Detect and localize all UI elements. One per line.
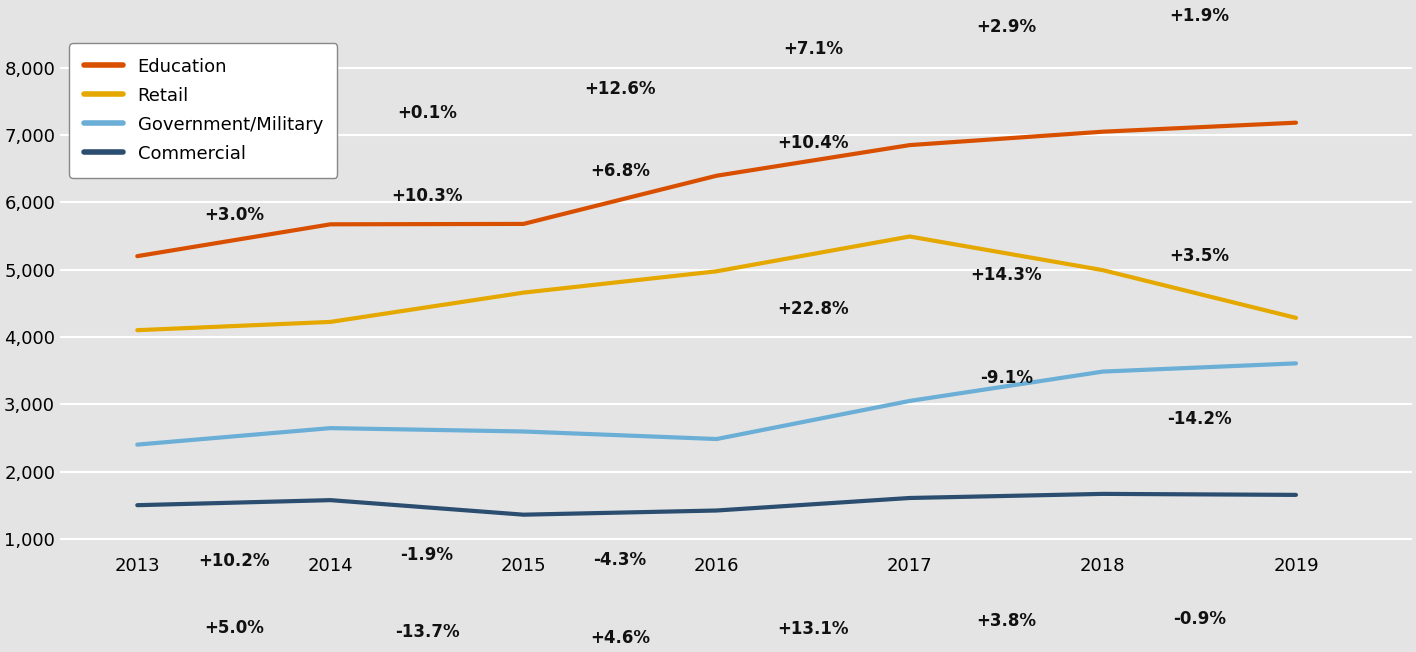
Text: +10.4%: +10.4% bbox=[777, 134, 850, 152]
Text: +10.3%: +10.3% bbox=[391, 187, 463, 205]
Text: -14.2%: -14.2% bbox=[1167, 410, 1232, 428]
Retail bbox=[1287, 314, 1304, 322]
Government/Military bbox=[321, 424, 338, 432]
Commercial bbox=[129, 501, 146, 509]
Text: -0.9%: -0.9% bbox=[1172, 610, 1226, 629]
Line: Commercial: Commercial bbox=[137, 494, 1296, 514]
Text: +13.1%: +13.1% bbox=[777, 620, 850, 638]
Education bbox=[321, 220, 338, 228]
Line: Government/Military: Government/Military bbox=[137, 363, 1296, 445]
Text: +12.6%: +12.6% bbox=[585, 80, 656, 98]
Government/Military bbox=[515, 428, 532, 436]
Text: +1.9%: +1.9% bbox=[1170, 7, 1229, 25]
Text: -9.1%: -9.1% bbox=[980, 369, 1032, 387]
Text: +3.0%: +3.0% bbox=[204, 206, 263, 224]
Commercial bbox=[321, 496, 338, 504]
Text: -1.9%: -1.9% bbox=[401, 546, 453, 564]
Retail bbox=[321, 318, 338, 326]
Text: +22.8%: +22.8% bbox=[777, 300, 850, 318]
Text: -4.3%: -4.3% bbox=[593, 551, 647, 569]
Text: +7.1%: +7.1% bbox=[783, 40, 843, 58]
Retail bbox=[129, 326, 146, 334]
Text: +3.8%: +3.8% bbox=[976, 612, 1037, 630]
Text: +9.1%: +9.1% bbox=[204, 120, 263, 138]
Retail bbox=[708, 267, 725, 275]
Text: +6.8%: +6.8% bbox=[590, 162, 650, 180]
Education bbox=[129, 252, 146, 260]
Line: Education: Education bbox=[137, 123, 1296, 256]
Retail bbox=[901, 233, 918, 241]
Education bbox=[901, 141, 918, 149]
Government/Military bbox=[1095, 368, 1112, 376]
Text: +2.9%: +2.9% bbox=[976, 18, 1037, 37]
Legend: Education, Retail, Government/Military, Commercial: Education, Retail, Government/Military, … bbox=[69, 43, 337, 177]
Government/Military bbox=[708, 435, 725, 443]
Government/Military bbox=[129, 441, 146, 449]
Text: +3.5%: +3.5% bbox=[1170, 247, 1229, 265]
Commercial bbox=[901, 494, 918, 502]
Text: +0.1%: +0.1% bbox=[396, 104, 457, 122]
Commercial bbox=[1287, 491, 1304, 499]
Education bbox=[708, 172, 725, 180]
Commercial bbox=[515, 511, 532, 518]
Education bbox=[1095, 128, 1112, 136]
Line: Retail: Retail bbox=[137, 237, 1296, 330]
Text: -13.7%: -13.7% bbox=[395, 623, 459, 642]
Government/Military bbox=[1287, 359, 1304, 367]
Text: +10.2%: +10.2% bbox=[198, 552, 269, 570]
Government/Military bbox=[901, 397, 918, 405]
Retail bbox=[1095, 266, 1112, 274]
Text: +5.0%: +5.0% bbox=[204, 619, 263, 636]
Education bbox=[1287, 119, 1304, 126]
Education bbox=[515, 220, 532, 228]
Commercial bbox=[708, 507, 725, 514]
Text: +14.3%: +14.3% bbox=[970, 266, 1042, 284]
Commercial bbox=[1095, 490, 1112, 497]
Retail bbox=[515, 289, 532, 297]
Text: +4.6%: +4.6% bbox=[590, 629, 650, 647]
